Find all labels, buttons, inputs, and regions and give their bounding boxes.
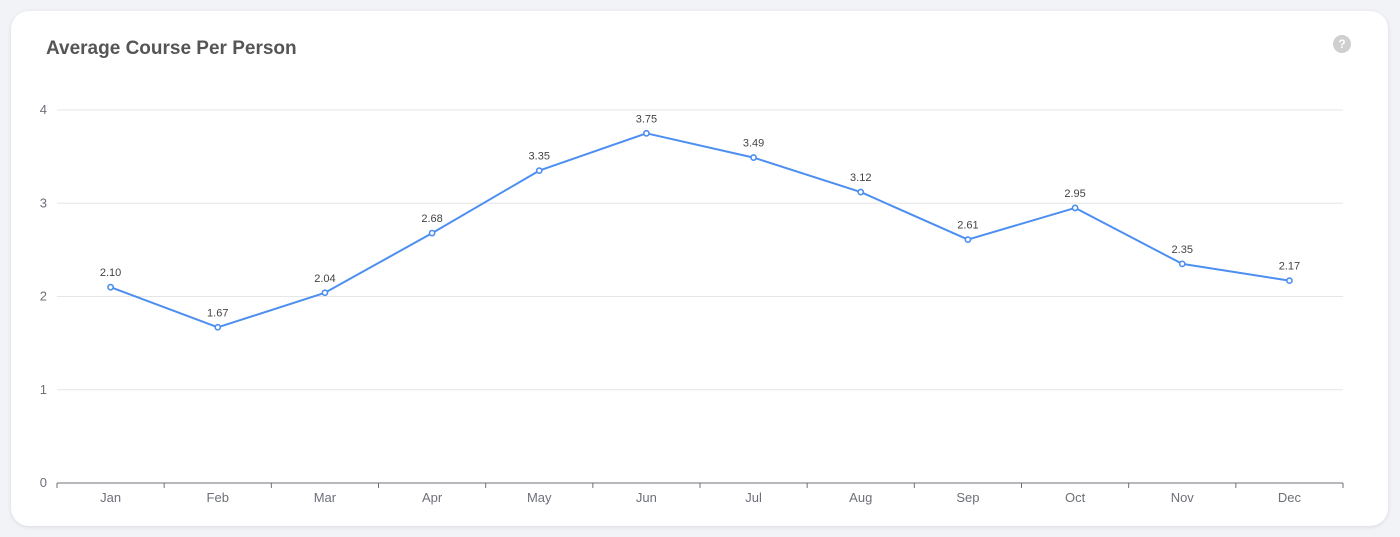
data-point xyxy=(1071,204,1079,212)
data-point xyxy=(643,129,650,137)
x-tick-label: May xyxy=(527,490,552,505)
y-tick-label: 2 xyxy=(40,289,47,304)
y-tick-label: 3 xyxy=(40,195,47,210)
data-point xyxy=(214,323,222,331)
help-icon[interactable]: ? xyxy=(1333,35,1351,53)
x-tick-label: Mar xyxy=(314,490,337,505)
chart-card: Average Course Per Person ? xyxy=(11,11,1388,526)
x-tick-label: Jun xyxy=(636,490,657,505)
data-label: 2.04 xyxy=(314,273,335,285)
data-label: 3.75 xyxy=(636,113,657,125)
data-labels: 2.10 1.67 2.04 2.68 3.35 3.75 3.49 3.12 2.61 2.95… xyxy=(100,113,1300,319)
y-axis-labels: 0 1 2 3 4 xyxy=(40,102,47,490)
x-tick-label: Apr xyxy=(422,490,443,505)
data-point xyxy=(857,188,865,196)
x-axis-labels: Jan Feb Mar Apr May Jun Jul Aug Sep Oct Nov Dec xyxy=(100,490,1301,505)
data-label: 3.49 xyxy=(743,138,764,150)
data-label: 2.95 xyxy=(1064,188,1085,200)
series-line xyxy=(110,132,1290,329)
data-point xyxy=(1286,277,1293,285)
data-label: 2.61 xyxy=(957,220,978,232)
y-tick-label: 0 xyxy=(40,475,47,490)
x-axis xyxy=(56,482,1344,488)
x-tick-label: Jan xyxy=(100,490,121,505)
data-point xyxy=(107,283,114,291)
data-point xyxy=(1178,260,1186,268)
x-tick-label: Feb xyxy=(207,490,229,505)
x-tick-label: Sep xyxy=(956,490,979,505)
x-tick-label: Oct xyxy=(1065,490,1086,505)
data-points xyxy=(107,129,1293,331)
x-tick-label: Jul xyxy=(745,490,762,505)
data-label: 2.68 xyxy=(421,213,442,225)
x-tick-label: Nov xyxy=(1171,490,1195,505)
data-point xyxy=(750,154,757,161)
data-label: 3.12 xyxy=(850,172,871,184)
x-tick-label: Aug xyxy=(849,490,872,505)
data-point xyxy=(321,289,329,297)
x-tick-label: Dec xyxy=(1278,490,1302,505)
grid-lines xyxy=(57,109,1343,391)
series-path xyxy=(110,132,1290,329)
data-label: 2.17 xyxy=(1279,261,1300,273)
data-label: 3.35 xyxy=(529,151,550,163)
chart-title: Average Course Per Person xyxy=(46,38,297,59)
data-label: 1.67 xyxy=(207,307,228,319)
data-point xyxy=(535,167,543,175)
data-label: 2.35 xyxy=(1172,244,1193,256)
y-tick-label: 4 xyxy=(40,102,47,117)
y-tick-label: 1 xyxy=(40,382,47,397)
data-label: 2.10 xyxy=(100,267,121,279)
data-point xyxy=(428,229,436,237)
data-point xyxy=(964,236,972,244)
